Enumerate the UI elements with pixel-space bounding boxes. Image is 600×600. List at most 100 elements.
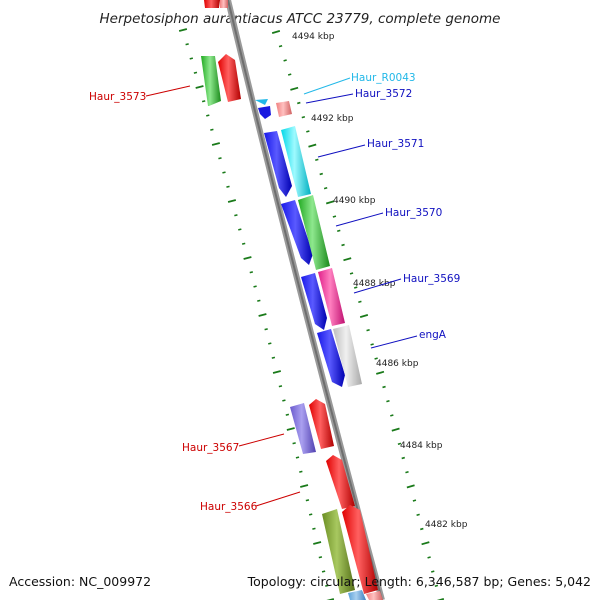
track-tick	[374, 357, 378, 360]
track-tick	[301, 115, 306, 119]
gene-label-haur-3570[interactable]: Haur_3570	[385, 207, 442, 219]
track-tick	[318, 556, 323, 559]
track-tick	[297, 101, 301, 105]
track-tick	[358, 300, 362, 304]
track-tick	[319, 172, 324, 176]
map-title: Herpetosiphon aurantiacus ATCC 23779, co…	[100, 11, 501, 27]
track-tick	[308, 513, 313, 516]
track-tick	[341, 243, 345, 247]
track-tick	[412, 499, 417, 502]
gene-enga[interactable]	[333, 325, 362, 387]
gene-haur-3571-left[interactable]	[264, 131, 292, 197]
track-tick	[193, 71, 198, 74]
gene-haur-3570-left[interactable]	[281, 200, 313, 265]
track-tick	[210, 128, 214, 131]
track-tick	[282, 399, 286, 402]
gene-label-enga[interactable]: engA	[419, 329, 447, 341]
track-tick	[272, 370, 282, 374]
gene-label-haur-3569[interactable]: Haur_3569	[403, 273, 460, 285]
tick-label: 4494 kbp	[292, 32, 335, 42]
track-tick	[390, 414, 394, 417]
track-tick	[353, 286, 358, 289]
gene-label-haur-3573[interactable]: Haur_3573	[89, 91, 146, 103]
gene-haur-3572[interactable]	[276, 101, 292, 117]
gene-label-haur-r0043[interactable]: Haur_R0043	[351, 72, 416, 84]
track-tick	[313, 541, 322, 545]
gene-haur-r0043[interactable]	[255, 99, 268, 105]
track-tick	[325, 200, 335, 205]
gene-haur-3566[interactable]	[326, 455, 355, 509]
gene-bottom-clipped	[348, 590, 383, 600]
track-tick	[321, 570, 326, 573]
gene-enga-left[interactable]	[317, 329, 345, 387]
gene-haur-3570[interactable]	[298, 195, 330, 270]
gene-bottom-olive[interactable]	[322, 509, 355, 594]
tick-labels: 4494 kbp 4492 kbp 4490 kbp 4488 kbp 4486…	[292, 32, 468, 530]
track-tick	[326, 598, 335, 600]
track-tick	[226, 185, 230, 188]
gene-label-haur-3572[interactable]: Haur_3572	[355, 88, 412, 100]
track-tick	[370, 343, 374, 346]
gene-bottom-red[interactable]	[342, 505, 378, 594]
track-tick	[178, 28, 188, 32]
track-tick	[366, 328, 370, 332]
track-tick	[290, 86, 299, 91]
track-tick	[343, 257, 352, 262]
track-tick	[436, 598, 445, 600]
gene-haur-3572-left[interactable]	[258, 106, 271, 119]
track-tick	[305, 499, 310, 502]
track-tick	[185, 43, 189, 46]
gene-label-haur-3571[interactable]: Haur_3571	[367, 138, 424, 150]
track-tick	[382, 385, 386, 389]
track-tick	[397, 442, 402, 446]
outer-dot-track	[271, 30, 445, 600]
track-tick	[427, 556, 431, 559]
gene-label-haur-3567[interactable]: Haur_3567	[182, 442, 239, 454]
track-tick	[264, 328, 268, 331]
gene-label-haur-3566[interactable]: Haur_3566	[200, 501, 258, 513]
gene-haur-3569-left[interactable]	[301, 273, 327, 330]
track-tick	[211, 142, 221, 146]
track-tick	[249, 271, 254, 274]
track-tick	[285, 413, 290, 416]
track-tick	[401, 456, 406, 460]
genome-summary-text: Topology: circular; Length: 6,346,587 bp…	[247, 574, 591, 589]
track-tick	[300, 484, 309, 488]
track-tick	[241, 242, 246, 245]
gene-labels: Haur_3573 Haur_R0043 Haur_3572 Haur_3571…	[89, 72, 460, 513]
gene-haur-3573[interactable]	[218, 54, 241, 102]
track-tick	[286, 427, 295, 431]
gene-haur-3567-left[interactable]	[290, 403, 316, 454]
inner-dot-track	[178, 28, 335, 600]
track-tick	[206, 114, 210, 117]
tick-label: 4484 kbp	[400, 441, 443, 451]
track-tick	[253, 285, 257, 288]
gene-haur-3573-left[interactable]	[201, 56, 221, 106]
gene-haur-3569[interactable]	[318, 268, 345, 326]
track-tick	[315, 158, 319, 162]
track-tick	[420, 527, 424, 531]
track-tick	[359, 314, 369, 318]
leader-lines	[145, 77, 418, 507]
track-tick	[430, 570, 435, 573]
track-tick	[218, 157, 222, 160]
track-tick	[189, 57, 194, 60]
accession-text: Accession: NC_009972	[9, 574, 151, 589]
track-tick	[312, 527, 316, 530]
track-tick	[376, 370, 385, 375]
track-tick	[271, 30, 281, 34]
track-tick	[278, 385, 283, 388]
track-tick	[405, 470, 409, 474]
track-tick	[416, 513, 420, 517]
track-tick	[257, 299, 261, 302]
tick-label: 4486 kbp	[376, 359, 419, 369]
track-tick	[391, 427, 400, 432]
track-tick	[406, 484, 415, 489]
track-tick	[306, 130, 310, 133]
gene-haur-3567[interactable]	[309, 399, 334, 449]
track-tick	[283, 59, 287, 62]
gene-haur-3571[interactable]	[281, 126, 311, 197]
track-tick	[268, 342, 272, 345]
tick-label: 4482 kbp	[425, 520, 468, 530]
